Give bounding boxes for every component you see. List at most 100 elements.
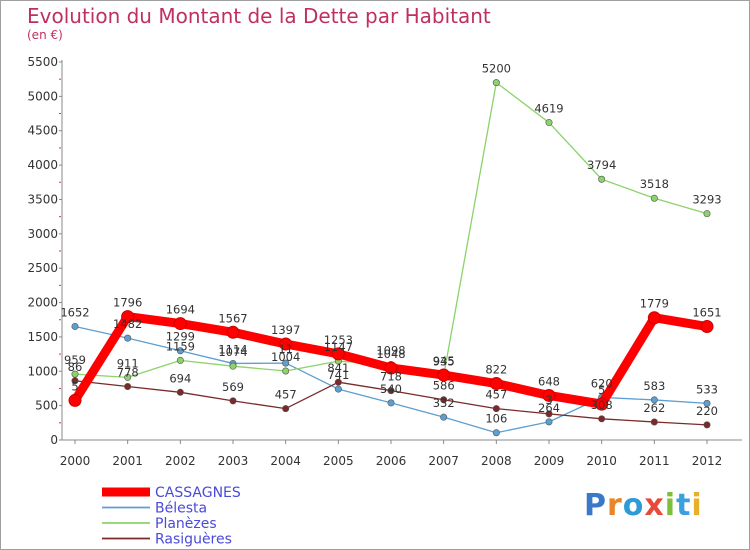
- chart-title: Evolution du Montant de la Dette par Hab…: [27, 4, 491, 28]
- x-tick-label: 2006: [376, 454, 407, 468]
- data-label: 264: [538, 401, 560, 415]
- data-label: 1652: [60, 305, 89, 319]
- logo-letter: i: [664, 488, 677, 523]
- data-point: [647, 311, 661, 325]
- data-label: 778: [117, 366, 139, 380]
- y-tick-label: 1500: [27, 330, 58, 344]
- data-point: [176, 388, 184, 396]
- x-tick-label: 2008: [481, 454, 512, 468]
- data-point: [71, 322, 79, 330]
- logo-letter: P: [584, 488, 607, 523]
- data-label: 5200: [482, 62, 511, 76]
- data-label: 741: [327, 368, 349, 382]
- data-label: 1048: [376, 347, 405, 361]
- data-label: 3293: [692, 193, 721, 207]
- data-label: 220: [696, 404, 718, 418]
- legend-label: Bélesta: [155, 501, 207, 517]
- data-point: [331, 347, 345, 361]
- data-point: [440, 396, 448, 404]
- data-label: 822: [485, 363, 507, 377]
- data-label: 3518: [640, 177, 669, 191]
- logo-letter: x: [644, 488, 665, 523]
- data-label: 586: [433, 379, 455, 393]
- data-point: [542, 388, 556, 402]
- data-label: 5: [71, 379, 78, 393]
- data-label: 959: [64, 353, 86, 367]
- data-point: [650, 418, 658, 426]
- data-label: 1567: [218, 311, 247, 325]
- data-label: 718: [380, 370, 402, 384]
- data-point: [176, 347, 184, 355]
- data-label: 11: [278, 342, 293, 356]
- data-label: 1098: [376, 344, 405, 358]
- y-tick-label: 2000: [27, 296, 58, 310]
- x-tick-label: 2011: [639, 454, 670, 468]
- data-label: 1796: [113, 296, 142, 310]
- legend-label: CASSAGNES: [155, 485, 241, 501]
- data-label: 1253: [324, 333, 353, 347]
- x-tick-label: 2002: [165, 454, 196, 468]
- data-label: 540: [380, 382, 402, 396]
- data-point: [440, 413, 448, 421]
- data-label: 4619: [534, 102, 563, 116]
- data-point: [489, 377, 503, 391]
- logo-letter: t: [676, 488, 692, 523]
- data-label: 457: [485, 388, 507, 402]
- data-label: 1114: [218, 342, 247, 356]
- y-tick-label: 500: [35, 399, 58, 413]
- y-tick-label: 4500: [27, 124, 58, 138]
- data-label: 1694: [166, 303, 195, 317]
- data-point: [700, 320, 714, 334]
- data-label: 648: [538, 374, 560, 388]
- data-label: 583: [643, 379, 665, 393]
- data-point: [68, 393, 82, 407]
- data-point: [282, 367, 290, 375]
- logo-letter: o: [622, 488, 645, 523]
- data-point: [384, 361, 398, 375]
- y-tick-label: 2500: [27, 261, 58, 275]
- x-tick-label: 2003: [218, 454, 249, 468]
- data-point: [279, 337, 293, 351]
- legend-label: Rasiguères: [155, 532, 232, 548]
- data-label: 1159: [166, 339, 195, 353]
- data-label: 1779: [640, 297, 669, 311]
- data-point: [492, 429, 500, 437]
- y-tick-label: 3000: [27, 227, 58, 241]
- data-point: [229, 362, 237, 370]
- data-label: 1147: [324, 340, 353, 354]
- data-label: 3794: [587, 158, 616, 172]
- data-label: 1482: [113, 317, 142, 331]
- data-label: 1651: [692, 306, 721, 320]
- data-label: 262: [643, 401, 665, 415]
- data-point: [703, 421, 711, 429]
- x-tick-label: 2010: [586, 454, 617, 468]
- data-point: [703, 399, 711, 407]
- y-tick-label: 4000: [27, 158, 58, 172]
- x-tick-label: 2004: [270, 454, 301, 468]
- data-point: [226, 325, 240, 339]
- data-label: 308: [591, 398, 613, 412]
- data-label: 1397: [271, 323, 300, 337]
- data-point: [437, 368, 451, 382]
- data-point: [334, 378, 342, 386]
- data-point: [595, 397, 609, 411]
- data-point: [703, 210, 711, 218]
- y-tick-label: 5500: [27, 55, 58, 69]
- data-point: [124, 373, 132, 381]
- x-tick-label: 2009: [534, 454, 565, 468]
- data-point: [650, 396, 658, 404]
- x-tick-label: 2000: [60, 454, 91, 468]
- data-label: 5: [598, 383, 605, 397]
- legend-label: Planèzes: [155, 516, 217, 532]
- data-label: 86: [68, 360, 83, 374]
- data-point: [387, 387, 395, 395]
- y-tick-label: 3500: [27, 192, 58, 206]
- data-label: 935: [433, 355, 455, 369]
- x-tick-label: 2012: [692, 454, 723, 468]
- data-label: 569: [222, 380, 244, 394]
- data-label: 911: [117, 356, 139, 370]
- data-point: [176, 356, 184, 364]
- data-label: 1004: [271, 350, 300, 364]
- y-tick-label: 0: [50, 433, 58, 447]
